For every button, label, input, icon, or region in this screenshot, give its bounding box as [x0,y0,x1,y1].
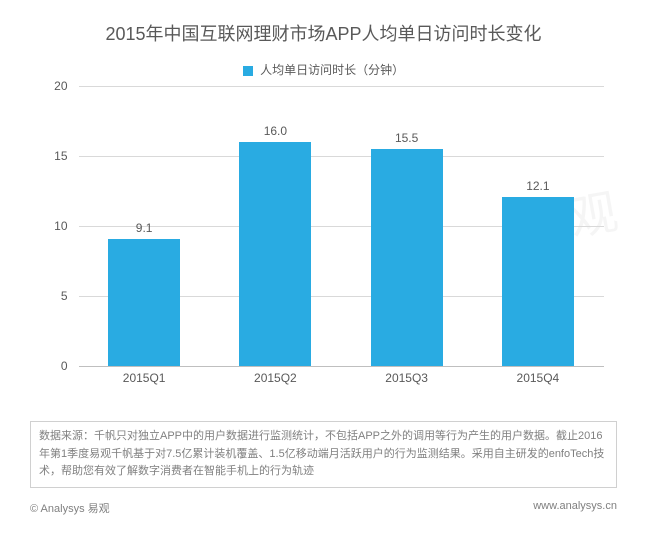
y-axis: 05101520 [44,86,74,366]
chart-container: 易观 2015年中国互联网理财市场APP人均单日访问时长变化 人均单日访问时长（… [0,0,647,554]
bars: 9.1 16.0 15.5 12.1 [79,86,604,366]
x-tick-label: 2015Q2 [210,371,341,385]
bar [108,239,180,366]
bar-group: 15.5 [341,86,472,366]
bar-group: 9.1 [79,86,210,366]
source-url: www.analysys.cn [533,500,617,516]
footnote: 数据来源：千帆只对独立APP中的用户数据进行监测统计，不包括APP之外的调用等行… [30,421,617,488]
bar-value-label: 15.5 [395,131,418,145]
x-tick-label: 2015Q1 [79,371,210,385]
bar-group: 16.0 [210,86,341,366]
footer: © Analysys 易观 www.analysys.cn [30,500,617,516]
bar-value-label: 9.1 [136,221,153,235]
bar [371,149,443,366]
bar [502,197,574,366]
x-axis-labels: 2015Q12015Q22015Q32015Q4 [79,371,604,385]
y-tick: 20 [54,79,67,93]
bar [239,142,311,366]
y-tick: 0 [61,359,68,373]
legend-swatch [243,66,253,76]
bar-group: 12.1 [472,86,603,366]
bar-value-label: 12.1 [526,179,549,193]
chart-title: 2015年中国互联网理财市场APP人均单日访问时长变化 [30,20,617,46]
y-tick: 15 [54,149,67,163]
x-tick-label: 2015Q3 [341,371,472,385]
grid-line [79,366,604,367]
legend-label: 人均单日访问时长（分钟） [260,63,404,77]
plot-area: 05101520 9.116.015.512.1 2015Q12015Q2201… [44,86,604,386]
x-tick-label: 2015Q4 [472,371,603,385]
bar-value-label: 16.0 [264,124,287,138]
legend: 人均单日访问时长（分钟） [30,61,617,78]
copyright: © Analysys 易观 [30,500,110,516]
y-tick: 10 [54,219,67,233]
y-tick: 5 [61,289,68,303]
